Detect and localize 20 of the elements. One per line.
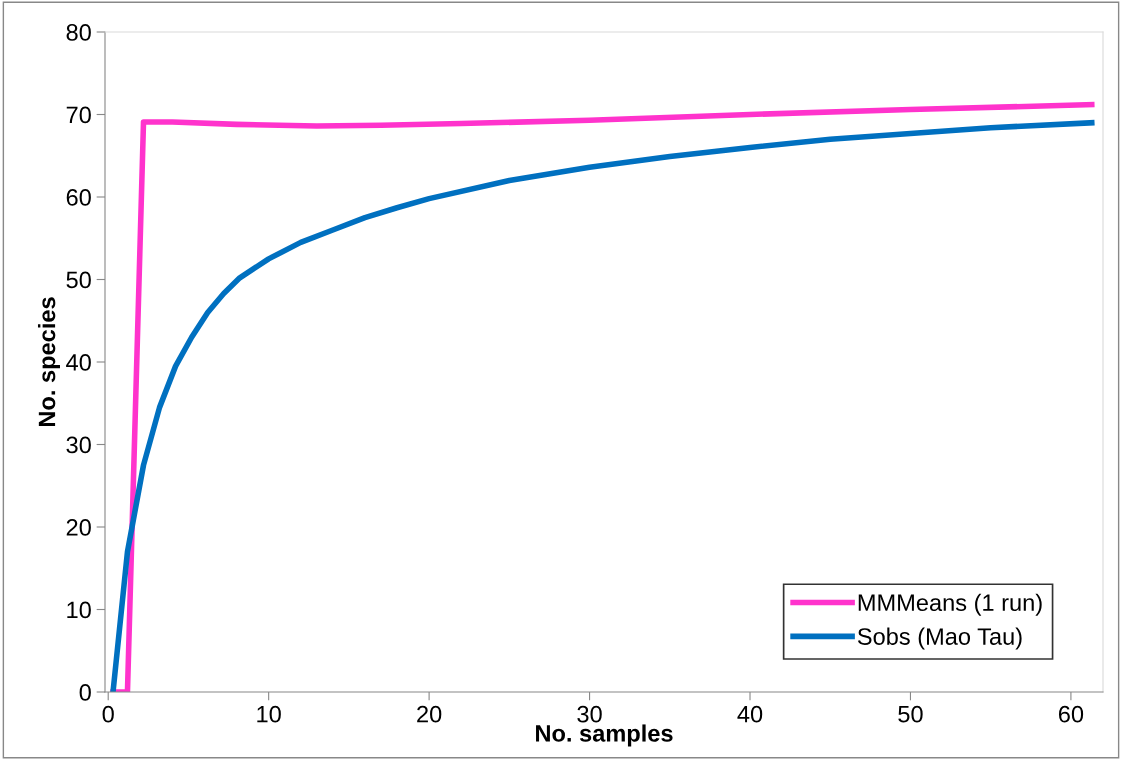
y-tick-label: 0 [79,684,91,701]
y-tick-label: 20 [66,519,91,536]
y-tick-label: 70 [66,106,91,124]
y-tick-label: 30 [66,436,91,454]
y-tick-label: 80 [66,24,91,41]
legend-label: Sobs (Mao Tau) [857,627,1022,650]
y-axis-title: No. species [37,297,60,427]
x-tick-label: 50 [898,705,923,723]
x-tick-label: 60 [1058,705,1084,723]
legend-label: MMMeans (1 run) [858,593,1042,616]
x-tick-label: 30 [577,705,602,723]
y-tick-label: 40 [66,354,91,371]
x-axis-title: No. samples [536,724,673,747]
y-tick-label: 10 [67,601,91,619]
x-tick-label: 0 [102,705,114,723]
x-tick-label: 20 [417,705,442,723]
y-tick-label: 60 [66,189,91,206]
x-tick-label: 40 [737,705,763,723]
x-tick-label: 10 [257,705,281,723]
y-tick-label: 50 [66,271,91,289]
